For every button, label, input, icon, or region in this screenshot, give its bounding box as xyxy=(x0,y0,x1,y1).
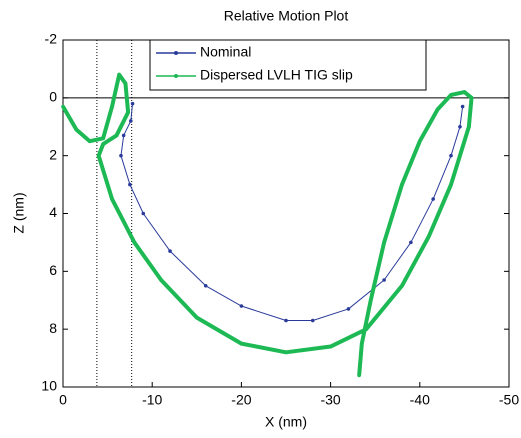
marker xyxy=(168,249,172,253)
marker xyxy=(128,119,133,123)
marker xyxy=(130,101,135,106)
y-tick-label: 4 xyxy=(49,204,57,220)
marker xyxy=(469,96,474,100)
marker xyxy=(284,318,288,323)
marker xyxy=(310,318,315,323)
series-line xyxy=(120,103,464,321)
marker xyxy=(449,93,453,97)
marker xyxy=(462,90,467,94)
marker xyxy=(368,298,373,303)
marker xyxy=(435,107,440,112)
y-axis-label: Z (nm) xyxy=(11,192,27,233)
y-tick-label: 2 xyxy=(49,146,57,162)
legend-label: Nominal xyxy=(200,44,251,60)
marker xyxy=(382,240,386,245)
marker xyxy=(141,211,146,216)
marker xyxy=(239,341,244,346)
marker xyxy=(114,133,119,138)
x-tick-label: -20 xyxy=(231,392,251,408)
marker xyxy=(284,350,288,355)
y-tick-label: 10 xyxy=(41,378,57,394)
marker xyxy=(126,110,130,115)
marker xyxy=(128,182,132,187)
marker xyxy=(328,344,333,349)
marker xyxy=(364,327,369,331)
marker xyxy=(61,104,65,109)
marker xyxy=(123,81,128,86)
marker xyxy=(431,197,435,201)
marker xyxy=(101,136,105,141)
marker xyxy=(239,304,244,308)
y-tick-label: -2 xyxy=(45,31,58,47)
marker xyxy=(467,124,471,129)
marker xyxy=(360,341,364,346)
x-tick-label: 0 xyxy=(59,392,67,408)
marker xyxy=(418,139,422,144)
marker xyxy=(449,182,453,187)
marker xyxy=(460,104,465,109)
x-tick-label: -10 xyxy=(142,392,162,408)
y-tick-label: 8 xyxy=(49,320,57,336)
marker xyxy=(203,283,208,288)
marker xyxy=(87,139,92,144)
marker xyxy=(132,240,137,245)
marker xyxy=(121,133,126,138)
marker xyxy=(357,373,361,378)
x-tick-label: -50 xyxy=(499,392,519,408)
marker xyxy=(426,234,431,239)
y-tick-label: 6 xyxy=(49,262,57,278)
marker xyxy=(400,182,404,187)
marker xyxy=(195,315,199,320)
marker xyxy=(101,142,105,146)
legend-label: Dispersed LVLH TIG slip xyxy=(200,67,353,83)
marker xyxy=(110,197,114,201)
chart-title: Relative Motion Plot xyxy=(224,8,349,24)
marker xyxy=(409,240,413,245)
legend xyxy=(149,39,427,91)
marker xyxy=(346,307,351,311)
plot-area xyxy=(62,39,510,388)
marker xyxy=(74,127,79,132)
marker xyxy=(119,153,123,158)
x-tick-label: -30 xyxy=(320,392,340,408)
marker xyxy=(110,104,114,109)
marker xyxy=(400,283,404,288)
marker xyxy=(96,153,101,158)
y-tick-label: 0 xyxy=(49,89,57,105)
marker xyxy=(117,72,121,77)
legend-marker xyxy=(174,51,178,55)
marker xyxy=(382,278,386,282)
marker xyxy=(159,278,163,282)
legend-marker xyxy=(174,74,178,78)
marker xyxy=(458,124,462,129)
x-axis-label: X (nm) xyxy=(265,414,307,430)
x-tick-label: -40 xyxy=(410,392,430,408)
marker xyxy=(449,153,453,158)
